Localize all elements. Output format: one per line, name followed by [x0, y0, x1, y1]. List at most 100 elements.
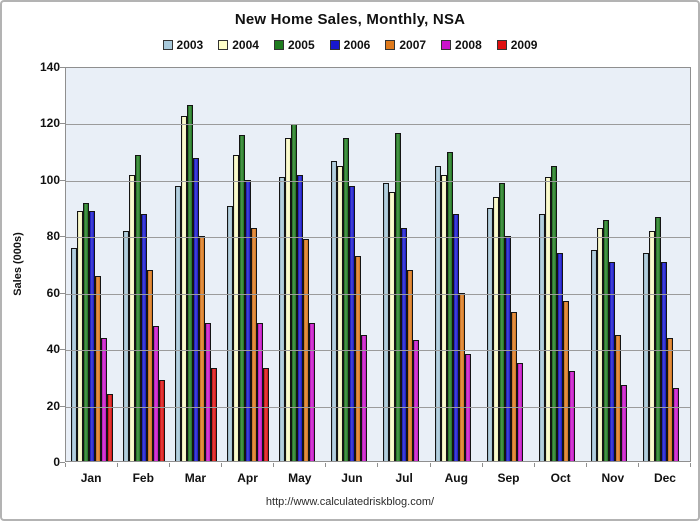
bar-slot-2006-Mar [193, 68, 199, 461]
x-tick-Dec [639, 463, 691, 467]
bar-slot-2004-Feb [129, 68, 135, 461]
bar-slot-2008-Mar [205, 68, 211, 461]
bar-slot-2009-Feb [159, 68, 165, 461]
bar-group-Nov [586, 68, 638, 461]
bar-2007-Feb [147, 270, 153, 461]
bar-slot-2006-Feb [141, 68, 147, 461]
gridline-20 [66, 407, 690, 408]
bar-slot-2008-Jan [101, 68, 107, 461]
x-tick-Jul [378, 463, 431, 467]
y-tick-mark-60 [60, 293, 65, 294]
legend-label-2003: 2003 [176, 38, 204, 52]
legend-swatch-2005 [273, 40, 284, 50]
bar-slot-2003-Dec [643, 68, 649, 461]
bar-slot-2007-Jul [407, 68, 413, 461]
legend-swatch-2008 [441, 40, 452, 50]
bar-slot-2004-Dec [649, 68, 655, 461]
bar-slot-2006-Jun [349, 68, 355, 461]
bar-slot-2004-Jun [337, 68, 343, 461]
bar-slot-2009-Nov [627, 68, 633, 461]
bar-slot-2003-Aug [435, 68, 441, 461]
bar-slot-2009-Apr [263, 68, 269, 461]
bar-slot-2005-Jul [395, 68, 401, 461]
bar-slot-2006-Sep [505, 68, 511, 461]
bar-slot-2007-Apr [251, 68, 257, 461]
x-axis-labels: Jan Feb Mar Apr May Jun Jul Aug Sep Oct Nov Dec [65, 471, 691, 485]
x-label-May: May [288, 471, 312, 485]
bar-2003-Sep [487, 208, 493, 461]
bar-slot-2004-Apr [233, 68, 239, 461]
bar-slot-2003-Jun [331, 68, 337, 461]
bar-2003-Nov [591, 250, 597, 461]
x-label-Feb: Feb [132, 471, 154, 485]
x-tick-Nov [587, 463, 639, 467]
x-tick-Feb [118, 463, 171, 467]
bar-slot-2005-Dec [655, 68, 661, 461]
y-tick-mark-80 [60, 236, 65, 237]
legend-swatch-2003 [162, 40, 173, 50]
bar-2008-Jan [101, 337, 107, 461]
bar-2009-Mar [211, 368, 217, 461]
x-tick-May [274, 463, 327, 467]
bar-2006-Nov [609, 261, 615, 461]
bar-2008-Oct [569, 371, 575, 461]
bar-2003-Jun [331, 160, 337, 461]
y-tick-mark-40 [60, 349, 65, 350]
bar-slot-2005-Jun [343, 68, 349, 461]
bar-slot-2004-Aug [441, 68, 447, 461]
bar-2009-Jan [107, 393, 113, 461]
y-tick-mark-100 [60, 180, 65, 181]
bar-slot-2004-Jul [389, 68, 395, 461]
bar-2005-Jul [395, 132, 401, 461]
plot-area [65, 67, 691, 462]
bar-2003-Aug [435, 166, 441, 461]
bar-slot-2007-Dec [667, 68, 673, 461]
bar-slot-2004-May [285, 68, 291, 461]
bar-2006-Feb [141, 213, 147, 461]
bar-slot-2004-Oct [545, 68, 551, 461]
bar-2005-Sep [499, 183, 505, 461]
gridline-80 [66, 237, 690, 238]
legend-item-2005: 2005 [273, 38, 315, 52]
bar-groups [66, 68, 690, 461]
bar-slot-2007-Nov [615, 68, 621, 461]
y-tick-mark-140 [60, 67, 65, 68]
bar-slot-2007-Sep [511, 68, 517, 461]
bar-slot-2008-Feb [153, 68, 159, 461]
y-tick-label-80: 80 [46, 229, 60, 243]
x-label-Jul: Jul [395, 471, 413, 485]
bar-2007-Jun [355, 256, 361, 461]
bar-2007-Sep [511, 312, 517, 461]
bar-2003-Dec [643, 253, 649, 461]
bar-slot-2008-May [309, 68, 315, 461]
y-tick-label-60: 60 [46, 286, 60, 300]
bar-group-Jan [66, 68, 118, 461]
bar-slot-2008-Jul [413, 68, 419, 461]
bar-slot-2007-Feb [147, 68, 153, 461]
bar-slot-2005-Oct [551, 68, 557, 461]
bar-slot-2009-May [315, 68, 321, 461]
bar-2008-Nov [621, 385, 627, 461]
bar-2003-Jul [383, 183, 389, 461]
bar-2003-Oct [539, 213, 545, 461]
bar-group-Jul [378, 68, 430, 461]
y-tick-label-20: 20 [46, 399, 60, 413]
bar-2006-Mar [193, 157, 199, 461]
bar-2008-Jun [361, 334, 367, 461]
bar-slot-2004-Sep [493, 68, 499, 461]
bar-2008-May [309, 323, 315, 461]
bar-slot-2009-Jan [107, 68, 113, 461]
legend-item-2009: 2009 [496, 38, 537, 52]
bar-slot-2005-Apr [239, 68, 245, 461]
bar-2007-Dec [667, 337, 673, 461]
bar-2005-Nov [603, 219, 609, 461]
x-tick-Jan [65, 463, 119, 467]
legend-label-2008: 2008 [455, 38, 482, 52]
bar-2003-Apr [227, 205, 233, 461]
bar-2003-May [279, 177, 285, 461]
bar-2004-Sep [493, 197, 499, 461]
bar-2004-Dec [649, 230, 655, 461]
x-tick-Mar [170, 463, 223, 467]
bar-group-Dec [638, 68, 690, 461]
